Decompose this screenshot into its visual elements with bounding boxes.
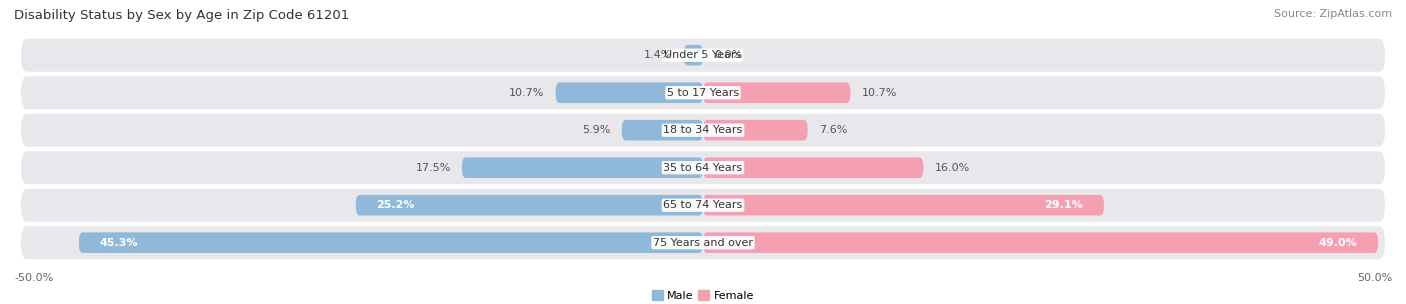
Text: 7.6%: 7.6% xyxy=(818,125,848,135)
Text: 29.1%: 29.1% xyxy=(1045,200,1083,210)
Text: Disability Status by Sex by Age in Zip Code 61201: Disability Status by Sex by Age in Zip C… xyxy=(14,9,349,22)
Text: 0.0%: 0.0% xyxy=(714,50,742,60)
FancyBboxPatch shape xyxy=(683,45,703,66)
Legend: Male, Female: Male, Female xyxy=(647,286,759,304)
Text: -50.0%: -50.0% xyxy=(14,273,53,283)
Text: Under 5 Years: Under 5 Years xyxy=(665,50,741,60)
FancyBboxPatch shape xyxy=(79,232,703,253)
Text: 65 to 74 Years: 65 to 74 Years xyxy=(664,200,742,210)
Text: 16.0%: 16.0% xyxy=(935,163,970,173)
Text: 5 to 17 Years: 5 to 17 Years xyxy=(666,88,740,98)
Text: 45.3%: 45.3% xyxy=(100,238,138,248)
FancyBboxPatch shape xyxy=(21,39,1385,72)
Text: 17.5%: 17.5% xyxy=(415,163,451,173)
FancyBboxPatch shape xyxy=(703,82,851,103)
FancyBboxPatch shape xyxy=(21,76,1385,109)
Text: 25.2%: 25.2% xyxy=(377,200,415,210)
Text: 5.9%: 5.9% xyxy=(582,125,610,135)
FancyBboxPatch shape xyxy=(703,157,924,178)
Text: 49.0%: 49.0% xyxy=(1319,238,1358,248)
FancyBboxPatch shape xyxy=(461,157,703,178)
FancyBboxPatch shape xyxy=(21,151,1385,184)
FancyBboxPatch shape xyxy=(555,82,703,103)
FancyBboxPatch shape xyxy=(21,114,1385,147)
Text: 35 to 64 Years: 35 to 64 Years xyxy=(664,163,742,173)
FancyBboxPatch shape xyxy=(356,195,703,216)
FancyBboxPatch shape xyxy=(21,189,1385,222)
FancyBboxPatch shape xyxy=(703,232,1378,253)
Text: Source: ZipAtlas.com: Source: ZipAtlas.com xyxy=(1274,9,1392,19)
Text: 1.4%: 1.4% xyxy=(644,50,672,60)
FancyBboxPatch shape xyxy=(21,226,1385,259)
FancyBboxPatch shape xyxy=(703,120,807,140)
Text: 18 to 34 Years: 18 to 34 Years xyxy=(664,125,742,135)
FancyBboxPatch shape xyxy=(703,195,1104,216)
Text: 10.7%: 10.7% xyxy=(862,88,897,98)
FancyBboxPatch shape xyxy=(621,120,703,140)
Text: 10.7%: 10.7% xyxy=(509,88,544,98)
Text: 75 Years and over: 75 Years and over xyxy=(652,238,754,248)
Text: 50.0%: 50.0% xyxy=(1357,273,1392,283)
